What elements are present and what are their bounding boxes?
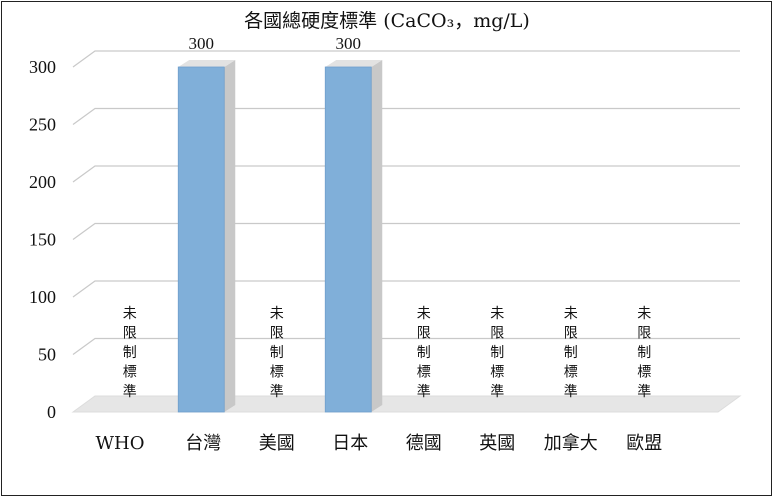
gridline xyxy=(72,337,740,355)
data-labels: 未限制標準 300 未限制標準 300 未限制標準 未限制標準 未限制標準 未限制標準 xyxy=(123,34,652,400)
x-tick-label: 加拿大 xyxy=(544,432,598,454)
bar-side xyxy=(371,60,383,412)
chart-floor xyxy=(71,395,742,413)
bar xyxy=(324,66,372,413)
x-tick-label: 日本 xyxy=(332,433,368,454)
x-tick-label: 台灣 xyxy=(185,433,221,454)
x-tick-label: 英國 xyxy=(479,433,515,454)
data-label: 300 xyxy=(189,34,215,53)
data-label: 未限制標準 xyxy=(270,306,284,400)
gridlines xyxy=(72,50,740,355)
x-tick-label: 歐盟 xyxy=(626,433,662,454)
bar xyxy=(177,66,225,413)
chart-title: 各國總硬度標準 (CaCO₃，mg/L) xyxy=(244,10,530,32)
data-label: 未限制標準 xyxy=(490,306,504,400)
gridline xyxy=(72,222,740,240)
gridline xyxy=(72,107,740,125)
data-label: 未限制標準 xyxy=(564,306,578,400)
x-axis: WHO 台灣 美國 日本 德國 英國 加拿大 歐盟 xyxy=(96,432,663,454)
x-tick-label: 美國 xyxy=(259,433,295,454)
bar-top xyxy=(178,60,236,67)
y-tick-label: 100 xyxy=(29,287,56,307)
bar-side xyxy=(224,60,236,412)
data-label: 300 xyxy=(336,34,362,53)
y-tick-label: 150 xyxy=(29,230,56,250)
gridline xyxy=(72,280,740,298)
data-label: 未限制標準 xyxy=(123,306,137,400)
x-tick-label: 德國 xyxy=(406,433,442,454)
data-label: 未限制標準 xyxy=(637,306,651,400)
y-tick-label: 300 xyxy=(29,57,56,77)
y-tick-label: 250 xyxy=(29,115,56,135)
bar-top xyxy=(325,60,383,67)
data-label: 未限制標準 xyxy=(417,306,431,400)
y-tick-label: 0 xyxy=(47,402,56,422)
bars xyxy=(177,60,383,413)
y-tick-label: 50 xyxy=(38,345,56,365)
gridline xyxy=(72,165,740,183)
gridline xyxy=(72,50,740,68)
x-tick-label: WHO xyxy=(96,433,145,454)
floor-top xyxy=(71,395,742,413)
y-tick-label: 200 xyxy=(29,172,56,192)
y-axis: 0 50 100 150 200 250 300 xyxy=(29,57,56,422)
